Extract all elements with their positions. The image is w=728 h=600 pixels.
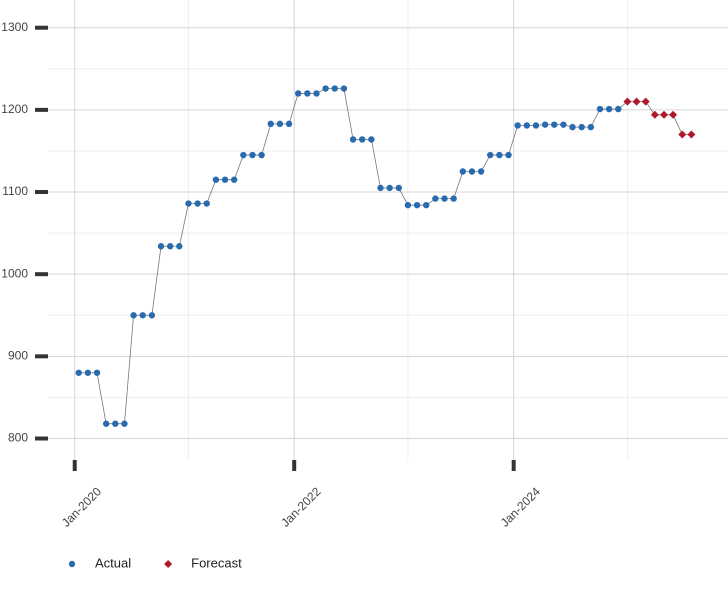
x-tick-label: Jan-2024 [498, 484, 544, 530]
point [605, 105, 613, 113]
y-tick-label: 900 [8, 349, 28, 363]
point [395, 184, 402, 192]
point [267, 120, 274, 128]
point [176, 243, 183, 250]
point [240, 151, 247, 159]
point [359, 136, 366, 143]
point [404, 201, 412, 209]
point [650, 110, 659, 119]
point [477, 168, 485, 175]
point [121, 420, 128, 427]
x-tick-label: Jan-2020 [59, 484, 105, 530]
y-tick-label: 1100 [2, 184, 28, 198]
point [203, 200, 210, 207]
point [532, 122, 540, 129]
point [185, 200, 192, 207]
point [285, 120, 293, 128]
point [578, 123, 585, 131]
point [632, 97, 641, 106]
point [505, 151, 512, 159]
point [368, 136, 375, 143]
legend-label: Forecast [191, 555, 242, 570]
point [93, 369, 101, 376]
point [258, 151, 265, 159]
point [641, 97, 650, 106]
point [313, 90, 320, 97]
point [349, 136, 357, 143]
point [459, 168, 467, 175]
point [322, 85, 329, 92]
point [130, 312, 137, 319]
x-tick-label: Jan-2022 [278, 484, 324, 530]
point [386, 184, 393, 192]
point [304, 90, 311, 97]
point [413, 201, 421, 209]
point [249, 151, 256, 159]
legend: Actual Forecast [68, 555, 242, 570]
point [678, 130, 687, 139]
point [294, 90, 302, 97]
point [669, 110, 678, 119]
legend-marker [164, 560, 173, 568]
point [166, 243, 174, 250]
point [514, 122, 521, 129]
legend-label: Actual [95, 555, 131, 570]
point [331, 85, 338, 92]
point [541, 121, 549, 128]
point [221, 176, 229, 183]
y-tick-label: 1300 [1, 20, 28, 34]
y-tick-label: 1200 [1, 102, 28, 116]
point [687, 130, 696, 139]
y-tick-label: 800 [8, 431, 28, 445]
point [569, 123, 576, 131]
point [441, 195, 448, 202]
point [194, 200, 201, 207]
point [276, 120, 284, 128]
legend-marker [68, 560, 76, 568]
point [139, 312, 146, 319]
point [432, 195, 439, 202]
point [560, 121, 567, 128]
point [623, 97, 632, 106]
point [230, 176, 238, 183]
point [102, 420, 110, 427]
point [551, 121, 558, 128]
point [523, 122, 531, 129]
point [423, 201, 430, 209]
point [148, 312, 156, 319]
point [496, 151, 503, 159]
point [157, 243, 165, 250]
point [596, 105, 604, 113]
point [112, 420, 119, 427]
series-line [78, 88, 619, 425]
point [659, 110, 668, 119]
point [212, 176, 220, 183]
point [587, 123, 595, 131]
point [340, 85, 348, 92]
point [468, 168, 476, 175]
point [615, 105, 622, 113]
point [450, 195, 457, 202]
point [84, 369, 92, 376]
point [487, 151, 494, 159]
point [377, 184, 384, 192]
series-line [627, 101, 692, 135]
point [75, 369, 82, 376]
y-tick-label: 1000 [1, 266, 28, 280]
